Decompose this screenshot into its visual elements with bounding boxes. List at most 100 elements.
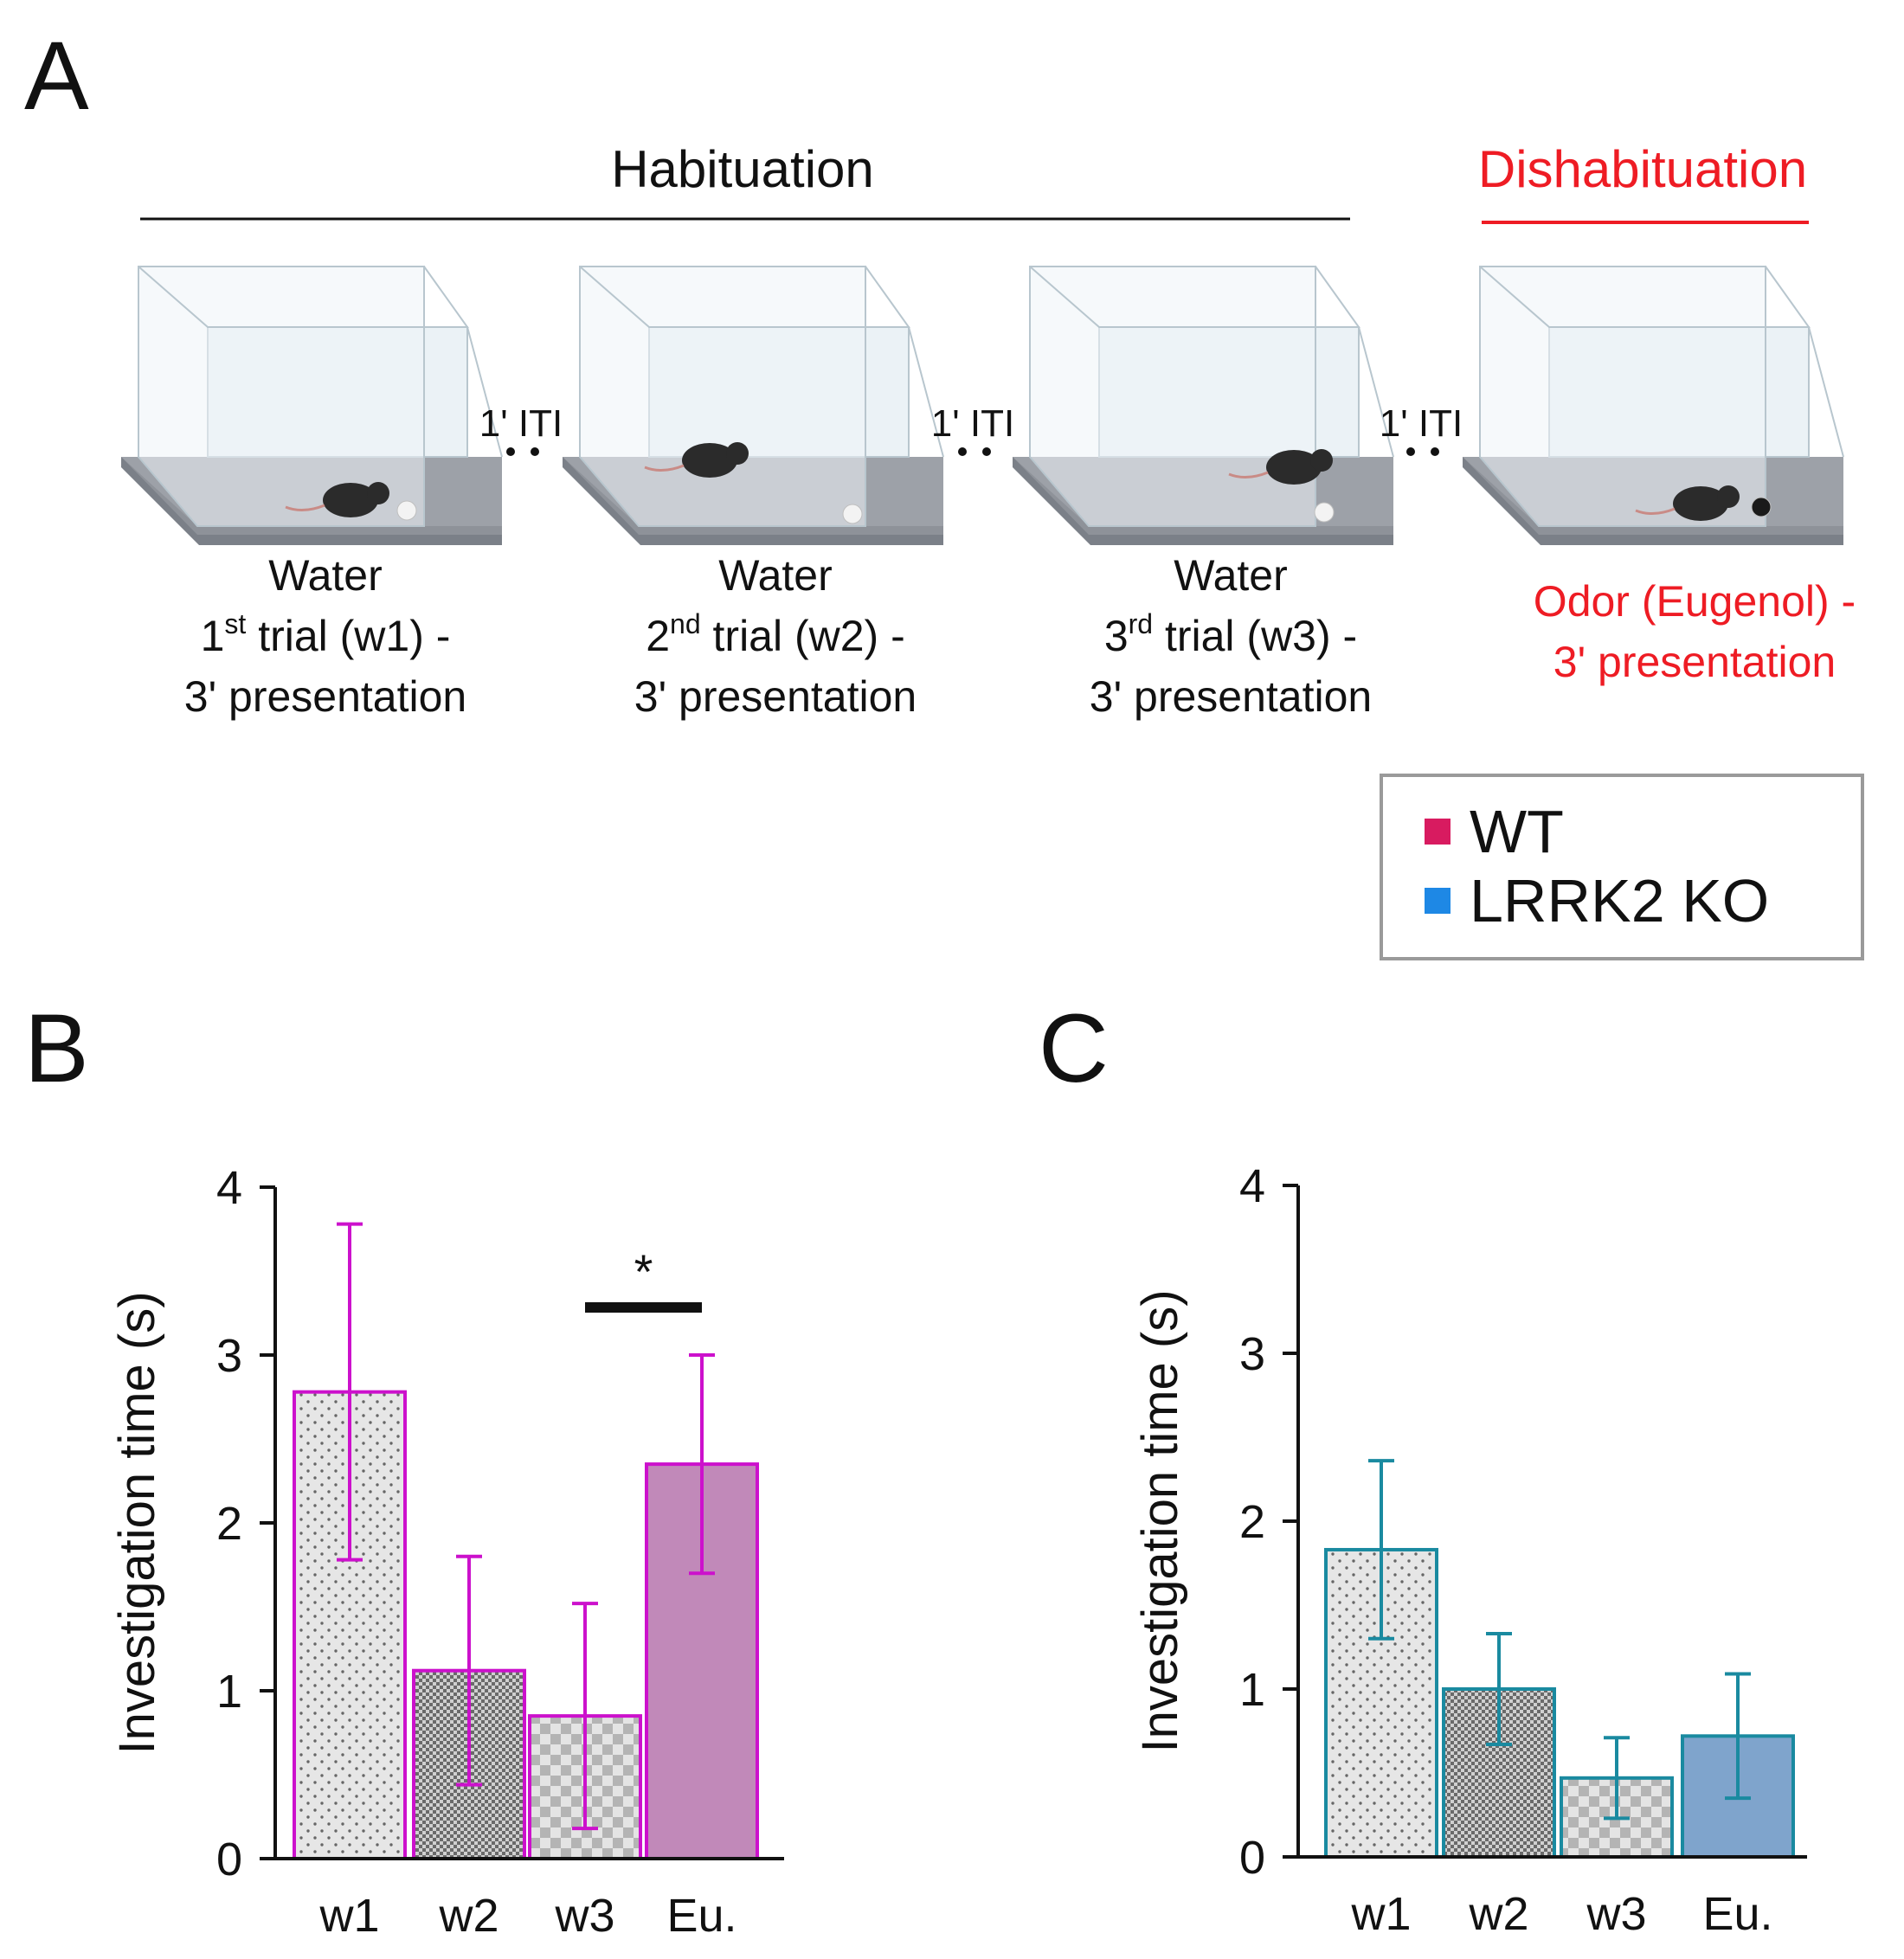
legend-label-wt: WT (1470, 798, 1564, 865)
error-bar (689, 1353, 715, 1576)
trial-caption-odor: Odor (Eugenol) - 3' presentation (1534, 577, 1856, 686)
y-tick-label: 0 (216, 1834, 242, 1885)
odor-sample (1751, 497, 1772, 517)
iti-dot (1406, 447, 1415, 456)
caption-line3: 3' presentation (184, 672, 466, 721)
y-axis-label: Investigation time (s) (109, 1291, 165, 1754)
cage-front-wall (1029, 266, 1316, 527)
y-tick-label: 3 (216, 1330, 242, 1382)
error-bar (1486, 1631, 1512, 1747)
dishabituation-label: Dishabituation (1478, 140, 1807, 198)
caption-line2: 3rd trial (w3) - (1104, 608, 1357, 660)
error-bar (337, 1222, 363, 1562)
iti-label: 1' ITI (931, 402, 1014, 445)
y-axis-label: Investigation time (s) (1132, 1289, 1188, 1752)
bar-w1 (293, 1390, 407, 1861)
x-tick-label: Eu. (1702, 1888, 1772, 1940)
mouse-body (1673, 486, 1728, 521)
iti-dot (506, 447, 515, 456)
y-tick-label: 4 (1239, 1160, 1265, 1212)
y-tick-label: 3 (1239, 1328, 1265, 1380)
mouse-head (1717, 485, 1740, 508)
x-tick-label: w1 (1350, 1888, 1411, 1940)
mouse-head (726, 442, 749, 465)
mouse-tail (1635, 507, 1676, 515)
cage-edges (1479, 266, 1811, 328)
mouse-body (323, 483, 378, 517)
iti-label: 1' ITI (479, 402, 563, 445)
x-tick-label: w2 (438, 1890, 499, 1942)
iti-2: 1' ITI (931, 402, 1014, 456)
trial-caption-2: Water 2nd trial (w2) - 3' presentation (634, 551, 917, 721)
cage-edges (579, 266, 910, 328)
iti-3: 1' ITI (1380, 402, 1463, 456)
caption-line3: 3' presentation (634, 672, 917, 721)
iti-label: 1' ITI (1380, 402, 1463, 445)
cage-edge (466, 326, 503, 458)
panel-label-b: B (24, 994, 89, 1102)
caption-line1: Water (268, 551, 383, 600)
error-bar (572, 1602, 598, 1831)
error-bar (1604, 1736, 1630, 1821)
y-tick-label: 4 (216, 1162, 242, 1214)
cage-front-wall (138, 266, 425, 527)
chart-lrrk2-ko: Investigation time (s) 0 1 2 3 4 w1 w2 w3 Eu. (1132, 1160, 1807, 1940)
legend-box (1380, 774, 1864, 960)
mouse-head (1310, 449, 1333, 472)
error-bar (1368, 1459, 1394, 1641)
iti-1: 1' ITI (479, 402, 563, 456)
x-tick-label: w3 (554, 1890, 614, 1942)
x-tick-label: Eu. (666, 1890, 737, 1942)
mouse-tail (285, 504, 325, 511)
cage-front-wall (579, 266, 866, 527)
mouse-body (682, 443, 737, 478)
mouse-body (1266, 450, 1322, 485)
trial-caption-1: Water 1st trial (w1) - 3' presentation (184, 551, 466, 721)
legend: WT LRRK2 KO (1380, 774, 1864, 960)
cage-edges (1029, 266, 1360, 328)
mouse-head (367, 482, 389, 504)
cage-edge (1358, 326, 1394, 458)
cage-3 (1013, 266, 1394, 545)
iti-dot (958, 447, 967, 456)
iti-dot (1431, 447, 1439, 456)
cage-front-wall (1479, 266, 1766, 527)
error-bar (1725, 1672, 1751, 1801)
error-bar (456, 1554, 482, 1787)
x-tick-label: w3 (1586, 1888, 1646, 1940)
legend-label-ko: LRRK2 KO (1470, 867, 1769, 935)
mouse-tail (1228, 471, 1269, 479)
caption-line1: Water (718, 551, 833, 600)
panel-label-a: A (24, 22, 89, 130)
cage-edges (138, 266, 469, 328)
cages (121, 266, 1844, 545)
cage-edge (908, 326, 944, 458)
significance-star: * (634, 1244, 653, 1299)
y-tick-label: 0 (1239, 1832, 1265, 1884)
chart-wt: Investigation time (s) 0 1 2 3 4 w1 w2 w3 Eu. * (109, 1162, 784, 1942)
legend-swatch-wt (1425, 819, 1451, 845)
iti-dot (531, 447, 539, 456)
caption-line1: Water (1174, 551, 1288, 600)
x-tick-label: w1 (318, 1890, 379, 1942)
panel-label-c: C (1039, 994, 1109, 1102)
trial-caption-3: Water 3rd trial (w3) - 3' presentation (1090, 551, 1372, 721)
cage-1 (121, 266, 503, 545)
caption-line2: 1st trial (w1) - (201, 608, 451, 660)
caption-line2: 3' presentation (1553, 638, 1836, 686)
water-sample (1314, 502, 1335, 523)
iti-dot (982, 447, 991, 456)
caption-line2: 2nd trial (w2) - (646, 608, 905, 660)
cage-edge (1808, 326, 1844, 458)
water-sample (842, 504, 863, 524)
habituation-label: Habituation (611, 140, 874, 198)
y-tick-label: 2 (1239, 1496, 1265, 1548)
caption-line3: 3' presentation (1090, 672, 1372, 721)
mouse-tail (644, 464, 685, 472)
y-tick-label: 2 (216, 1498, 242, 1550)
y-tick-label: 1 (216, 1666, 242, 1718)
caption-line1: Odor (Eugenol) - (1534, 577, 1856, 626)
x-tick-label: w2 (1468, 1888, 1528, 1940)
y-tick-label: 1 (1239, 1664, 1265, 1716)
